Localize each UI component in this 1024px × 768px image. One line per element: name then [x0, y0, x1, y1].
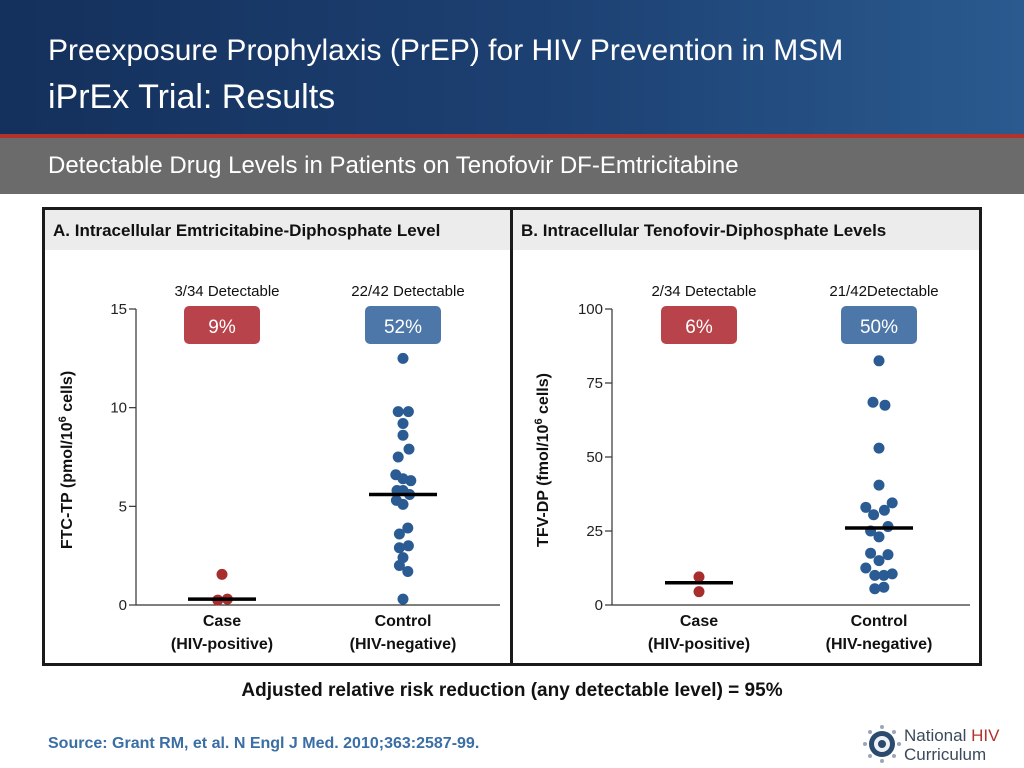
panel-a-data-point-control — [393, 528, 405, 540]
panel-a-percent-badge — [184, 306, 260, 344]
panel-b-y-tick-label: 50 — [586, 449, 603, 466]
panel-b-data-point-control — [873, 531, 885, 543]
panel-b-category-label: Case — [680, 613, 718, 630]
panel-a-data-point-control — [402, 522, 414, 534]
panel-a-data-point-control — [392, 451, 404, 463]
panel-b-data-point-control — [879, 399, 891, 411]
panel-a-category-sublabel: (HIV-positive) — [171, 636, 273, 653]
title-banner: Preexposure Prophylaxis (PrEP) for HIV P… — [0, 0, 1024, 134]
slide-subtitle: Detectable Drug Levels in Patients on Te… — [48, 152, 739, 179]
panel-b-data-point-control — [865, 547, 877, 559]
panel-b-y-tick-label: 100 — [578, 301, 603, 318]
panel-a-data-point-control — [402, 540, 414, 552]
panel-b-data-point-control — [873, 479, 885, 491]
panel-a-y-tick-label: 10 — [110, 400, 127, 417]
panel-a-detectable-label: 3/34 Detectable — [174, 283, 279, 300]
panel-b-y-tick-label: 75 — [586, 375, 603, 392]
panel-a-category-sublabel: (HIV-negative) — [350, 636, 457, 653]
panel-b-category-sublabel: (HIV-negative) — [826, 636, 933, 653]
panel-a-data-point-control — [403, 443, 415, 455]
panel-a-data-point-control — [397, 429, 409, 441]
panel-a-y-tick-label: 5 — [119, 498, 127, 515]
panel-b-y-tick-label: 0 — [595, 597, 603, 614]
panel-a-data-point-control — [402, 406, 414, 418]
panel-divider — [510, 207, 513, 666]
panel-a-y-tick-label: 15 — [110, 301, 127, 318]
panel-b-data-point-control — [878, 569, 890, 581]
panel-b-data-point-control — [878, 504, 890, 516]
panel-b-percent-badge-label: 50% — [860, 317, 898, 338]
panel-a-data-point-control — [397, 352, 409, 364]
panel-a-data-point-control — [393, 542, 405, 554]
logo-word-hiv: HIV — [971, 726, 1000, 745]
panel-b-data-point-control — [867, 396, 879, 408]
panel-a-data-point-control — [393, 560, 405, 572]
panel-a-data-point-control — [397, 417, 409, 429]
panel-a-y-axis-label: FTC-TP (pmol/106 cells) — [57, 371, 76, 549]
panel-b-y-tick-label: 25 — [586, 523, 603, 540]
panel-a-data-point-control — [402, 565, 414, 577]
panel-a-data-point-case — [216, 568, 228, 580]
panel-a-data-point-control — [397, 498, 409, 510]
panel-b-data-point-control — [886, 568, 898, 580]
panel-a-percent-badge — [365, 306, 441, 344]
panel-a-detectable-label: 22/42 Detectable — [351, 283, 464, 300]
slide-title: Preexposure Prophylaxis (PrEP) for HIV P… — [48, 34, 844, 67]
risk-reduction-note: Adjusted relative risk reduction (any de… — [241, 680, 783, 701]
panel-b-data-point-control — [886, 497, 898, 509]
source-citation: Source: Grant RM, et al. N Engl J Med. 2… — [48, 735, 480, 752]
panel-b-data-point-control — [869, 583, 881, 595]
panel-b-data-point-control — [873, 555, 885, 567]
panel-b-y-axis-label: TFV-DP (fmol/106 cells) — [533, 373, 552, 547]
panel-b-title: B. Intracellular Tenofovir-Diphosphate L… — [513, 210, 979, 250]
panel-a-y-tick-label: 0 — [119, 597, 127, 614]
panel-b-data-point-control — [860, 562, 872, 574]
panel-b-detectable-label: 21/42Detectable — [829, 283, 938, 300]
slide-title-secondary: iPrEx Trial: Results — [48, 78, 336, 116]
panel-b-percent-badge-label: 6% — [685, 317, 713, 338]
panel-a-data-point-control — [405, 475, 417, 487]
logo-wordmark: National HIV Curriculum — [904, 726, 999, 764]
subtitle-band: Detectable Drug Levels in Patients on Te… — [0, 138, 1024, 194]
panel-a-data-point-control — [392, 406, 404, 418]
panel-a-category-label: Control — [375, 613, 432, 630]
panel-b-data-point-control — [868, 509, 880, 521]
panel-b-data-point-control — [878, 581, 890, 593]
logo-icon — [863, 725, 901, 763]
panel-a-category-label: Case — [203, 613, 241, 630]
panel-b-data-point-control — [873, 442, 885, 454]
panel-b-data-point-control — [860, 501, 872, 513]
panel-a-data-point-control — [397, 593, 409, 605]
panel-b-data-point-control — [869, 569, 881, 581]
panel-b-data-point-control — [873, 355, 885, 367]
panel-b-data-point-case — [693, 571, 705, 583]
logo-word-curriculum: Curriculum — [904, 745, 987, 764]
logo-word-national: National — [904, 726, 972, 745]
accent-divider — [0, 134, 1024, 138]
panel-b-percent-badge — [661, 306, 737, 344]
panel-b-percent-badge — [841, 306, 917, 344]
panel-a-title: A. Intracellular Emtricitabine-Diphospha… — [45, 210, 510, 250]
panel-a-percent-badge-label: 9% — [208, 317, 236, 338]
panel-b-detectable-label: 2/34 Detectable — [651, 283, 756, 300]
panel-b-category-sublabel: (HIV-positive) — [648, 636, 750, 653]
panel-b-data-point-control — [882, 549, 894, 561]
panel-b-data-point-case — [693, 586, 705, 598]
panel-b-category-label: Control — [851, 613, 908, 630]
panel-a-percent-badge-label: 52% — [384, 317, 422, 338]
